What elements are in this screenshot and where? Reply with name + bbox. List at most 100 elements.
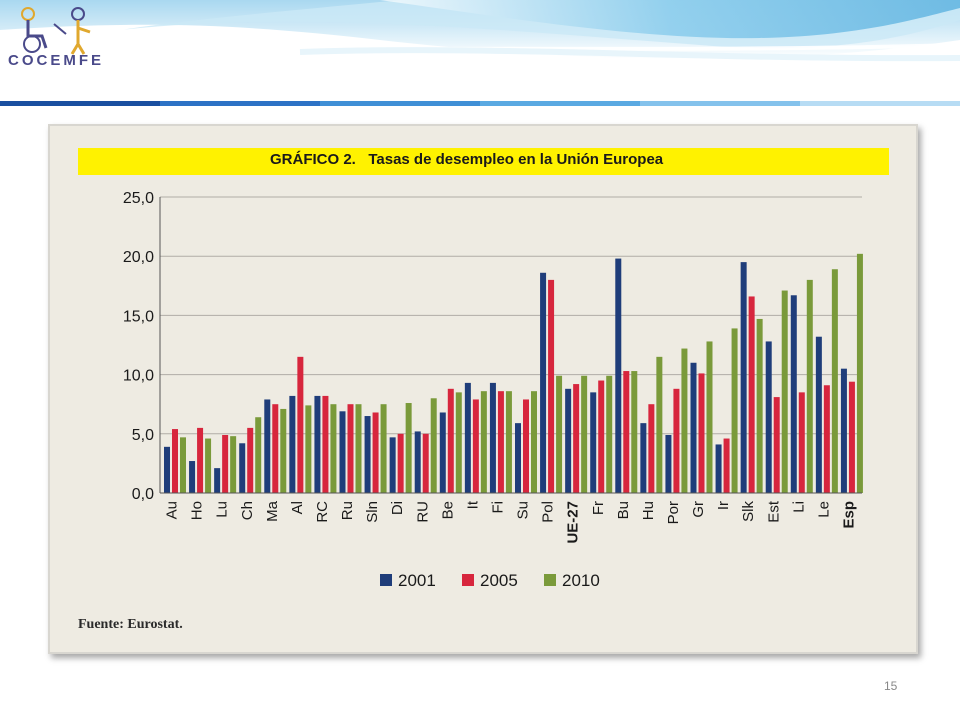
bar-Sln-2010 (380, 404, 387, 493)
bar-Lu-2010 (230, 436, 237, 493)
bar-Hu-2001 (640, 423, 647, 493)
header-wave-graphic (0, 0, 960, 110)
bar-Lu-2005 (222, 434, 229, 493)
bar-Ch-2001 (239, 443, 246, 493)
bar-Sln-2005 (372, 412, 379, 493)
bar-Be-2010 (455, 392, 462, 493)
bar-Di-2001 (389, 437, 396, 493)
bar-Pol-2005 (548, 279, 555, 493)
x-tick-label: Au (164, 501, 181, 519)
bar-RC-2010 (330, 404, 337, 493)
bar-Slk-2001 (740, 262, 747, 493)
x-tick-label: Fr (590, 501, 607, 515)
bar-Ch-2005 (247, 427, 254, 493)
x-tick-label: Be (439, 501, 456, 519)
bar-Ma-2005 (272, 404, 279, 493)
bar-RU-2010 (430, 398, 437, 493)
bar-Pol-2010 (556, 375, 563, 493)
chart-legend: 2001 2005 2010 (380, 571, 600, 590)
y-tick-label: 25,0 (123, 190, 154, 207)
bar-Li-2005 (798, 392, 805, 493)
bar-Est-2010 (781, 290, 788, 493)
bar-Di-2005 (397, 433, 404, 493)
bar-Ho-2010 (205, 438, 212, 493)
y-tick-label: 15,0 (123, 308, 154, 325)
bar-UE-27-2005 (573, 384, 580, 493)
bar-Esp-2010 (856, 253, 863, 493)
bar-It-2005 (472, 399, 479, 493)
chart-title: GRÁFICO 2. Tasas de desempleo en la Unió… (270, 151, 664, 168)
legend-label-2010: 2010 (562, 571, 600, 590)
bar-Ru-2010 (355, 404, 362, 493)
bar-Bu-2005 (623, 371, 630, 493)
x-tick-label: Est (765, 500, 782, 523)
bar-Pol-2001 (540, 272, 547, 493)
bar-Le-2001 (815, 336, 822, 493)
bar-Ru-2001 (339, 411, 346, 493)
bar-Por-2001 (665, 434, 672, 493)
bar-Ir-2010 (731, 328, 738, 493)
cocemfe-logo (21, 7, 91, 55)
legend-swatch-2001 (380, 574, 392, 586)
x-tick-label: Por (665, 501, 682, 524)
bar-Ir-2005 (723, 438, 730, 493)
bar-Li-2001 (790, 295, 797, 493)
x-tick-label: Al (289, 501, 306, 514)
chart-panel (48, 124, 918, 654)
bar-Slk-2010 (756, 318, 763, 493)
bar-Fi-2010 (505, 391, 512, 493)
slide-header: COCEMFE (0, 0, 960, 110)
bar-Bu-2010 (631, 371, 638, 493)
bar-Au-2005 (172, 429, 178, 493)
bar-RC-2005 (322, 395, 329, 493)
y-tick-label: 0,0 (132, 486, 154, 503)
bar-Hu-2010 (656, 356, 663, 493)
x-tick-label: Lu (214, 501, 231, 518)
x-tick-label: Sln (364, 501, 381, 523)
x-tick-label: Pol (540, 501, 557, 523)
bar-Fi-2001 (489, 382, 496, 493)
x-tick-label: Fi (489, 501, 506, 514)
chart-bars (164, 253, 863, 493)
x-tick-label: Ma (264, 500, 281, 521)
legend-swatch-2010 (544, 574, 556, 586)
bar-Su-2005 (523, 399, 529, 493)
bar-Hu-2005 (648, 404, 655, 493)
bar-Gr-2010 (706, 341, 713, 493)
bar-Be-2001 (439, 412, 446, 493)
bar-Be-2005 (447, 388, 454, 493)
bar-RU-2001 (414, 431, 421, 493)
bar-Por-2010 (681, 348, 688, 493)
y-tick-label: 10,0 (123, 368, 154, 385)
bar-Esp-2005 (848, 381, 855, 493)
bar-UE-27-2010 (581, 375, 588, 493)
bar-Ma-2001 (264, 399, 271, 493)
bar-Gr-2005 (698, 373, 705, 493)
bar-Ma-2010 (280, 408, 287, 493)
chart-source: Fuente: Eurostat. (78, 617, 183, 632)
bar-UE-27-2001 (565, 388, 572, 493)
chart-title-bar (78, 148, 889, 175)
bar-Est-2005 (773, 397, 780, 493)
bar-Slk-2005 (748, 296, 755, 493)
y-tick-label: 5,0 (132, 427, 154, 444)
bar-Li-2010 (806, 279, 813, 493)
x-tick-label: Li (790, 501, 807, 513)
bar-Por-2005 (673, 388, 680, 493)
bar-RU-2005 (422, 433, 429, 493)
bar-Al-2010 (305, 405, 312, 493)
bar-Lu-2001 (214, 468, 221, 493)
bar-Di-2010 (405, 403, 412, 493)
bar-Ch-2010 (255, 417, 262, 493)
bar-Le-2005 (823, 385, 830, 493)
bar-It-2001 (464, 382, 471, 493)
bar-Au-2010 (180, 437, 186, 493)
x-tick-label: Ho (189, 501, 206, 520)
x-tick-label: It (464, 500, 481, 509)
x-tick-label: Ru (339, 501, 356, 520)
bar-Est-2001 (765, 341, 772, 493)
x-tick-label: Ir (715, 501, 732, 510)
legend-label-2005: 2005 (480, 571, 518, 590)
x-tick-label: UE-27 (565, 501, 582, 544)
